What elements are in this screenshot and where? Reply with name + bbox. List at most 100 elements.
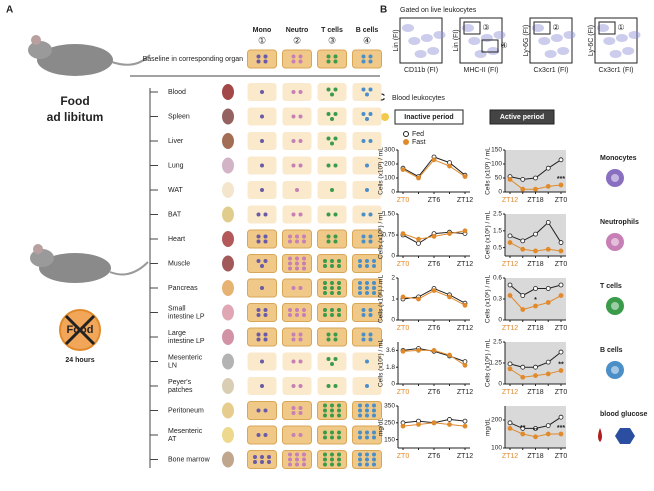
- cell-box: [317, 156, 347, 175]
- cell-dot: [330, 430, 334, 435]
- data-point: [416, 240, 421, 246]
- y-axis-label: mg/dL: [378, 418, 385, 436]
- data-point: [462, 418, 468, 424]
- x-tick-label: ZT12: [457, 389, 473, 396]
- data-point: [416, 347, 421, 353]
- cell-dot: [372, 259, 376, 263]
- organ-label: Bone marrow: [168, 456, 211, 463]
- cell-dot: [330, 281, 334, 285]
- cell-dot: [263, 337, 268, 342]
- cell-dot: [295, 256, 299, 261]
- cell-box: [282, 83, 312, 101]
- flow-density: [474, 50, 487, 58]
- cell-dot: [288, 462, 292, 467]
- x-tick-label: ZT12: [502, 197, 518, 204]
- x-tick-label: ZT0: [555, 261, 568, 268]
- cell-dot: [256, 234, 261, 239]
- cell-dot: [291, 59, 296, 64]
- cell-dot: [333, 384, 338, 388]
- y-axis-label: mg/dL: [485, 418, 492, 436]
- cell-box: [352, 425, 382, 445]
- panel-label: B: [380, 5, 387, 16]
- blood-drop: [598, 428, 602, 442]
- y-tick-label: 0: [498, 317, 502, 324]
- cell-dot: [330, 408, 334, 413]
- organ-label: Large: [168, 330, 186, 337]
- data-point: [558, 157, 564, 163]
- cell-dot: [288, 313, 292, 317]
- data-point: [431, 288, 437, 294]
- data-point: [462, 174, 468, 180]
- y-axis-label: Cells (x10⁶) / mL: [378, 275, 385, 324]
- organ-icon: [222, 133, 234, 149]
- cell-dot: [372, 462, 376, 467]
- x-tick-label: ZT0: [397, 389, 410, 396]
- cell-box: [282, 425, 312, 445]
- data-point: [462, 423, 468, 429]
- organ-icon: [222, 451, 234, 468]
- data-point: [533, 364, 538, 370]
- column-number: ①: [258, 35, 266, 45]
- cell-dot: [256, 239, 261, 244]
- cell-dot: [295, 261, 299, 266]
- cell-dot: [358, 281, 362, 285]
- cell-dot: [263, 234, 268, 239]
- fed-label: ad libitum: [47, 110, 104, 124]
- data-point: [533, 286, 538, 291]
- organ-label: Mesenteric: [168, 354, 203, 361]
- cell-dot: [260, 188, 264, 192]
- flow-plot: [529, 17, 573, 64]
- organ-label: BAT: [168, 211, 182, 218]
- cell-box: [247, 425, 277, 445]
- cell-dot: [337, 462, 341, 467]
- cell-dot: [365, 457, 369, 462]
- flow-density: [462, 24, 474, 32]
- organ-label: Lung: [168, 162, 184, 169]
- cell-dot: [365, 264, 369, 268]
- cell-box: [282, 107, 312, 126]
- y-axis-label: Cells (x10³) / mL: [378, 147, 385, 195]
- cell-box: [282, 401, 312, 420]
- cell-box: [352, 83, 382, 101]
- cell-dot: [358, 435, 362, 440]
- flow-density: [408, 37, 421, 45]
- significance: **: [533, 428, 539, 435]
- cell-dot: [302, 452, 306, 457]
- cell-dot: [302, 313, 306, 317]
- cell-type-label: T cells: [600, 283, 622, 290]
- cell-dot: [361, 112, 366, 116]
- x-tick-label: ZT18: [527, 261, 543, 268]
- cell-dot: [256, 54, 261, 59]
- cell-dot: [368, 308, 373, 312]
- x-tick-label: ZT0: [397, 197, 410, 204]
- significance: ***: [557, 176, 565, 183]
- cell-dot: [372, 452, 376, 457]
- cell-dot: [330, 452, 334, 457]
- data-point: [447, 417, 452, 422]
- cell-dot: [260, 455, 264, 459]
- cell-dot: [333, 239, 338, 244]
- flow-density: [414, 50, 427, 58]
- cell-dot: [365, 452, 369, 457]
- cell-dot: [295, 266, 299, 271]
- cell-dot: [295, 452, 299, 457]
- cell-box: [352, 107, 382, 126]
- plot-background: [505, 278, 566, 320]
- column-number: ③: [328, 35, 336, 45]
- cell-box: [282, 278, 312, 298]
- cell-dot: [358, 264, 362, 268]
- organ-icon: [222, 231, 234, 247]
- cell-dot: [326, 59, 331, 64]
- cell-dot: [326, 212, 331, 217]
- cell-dot: [330, 117, 334, 121]
- organ-label: Heart: [168, 236, 185, 243]
- cell-dot: [330, 362, 334, 366]
- data-point: [447, 163, 452, 169]
- y-tick-label: 50: [495, 175, 503, 182]
- y-tick-label: 150: [491, 147, 502, 154]
- cell-box: [317, 205, 347, 224]
- flow-density: [480, 34, 493, 42]
- cell-box: [317, 352, 347, 371]
- cell-dot: [326, 384, 331, 388]
- y-tick-label: 200: [491, 417, 502, 424]
